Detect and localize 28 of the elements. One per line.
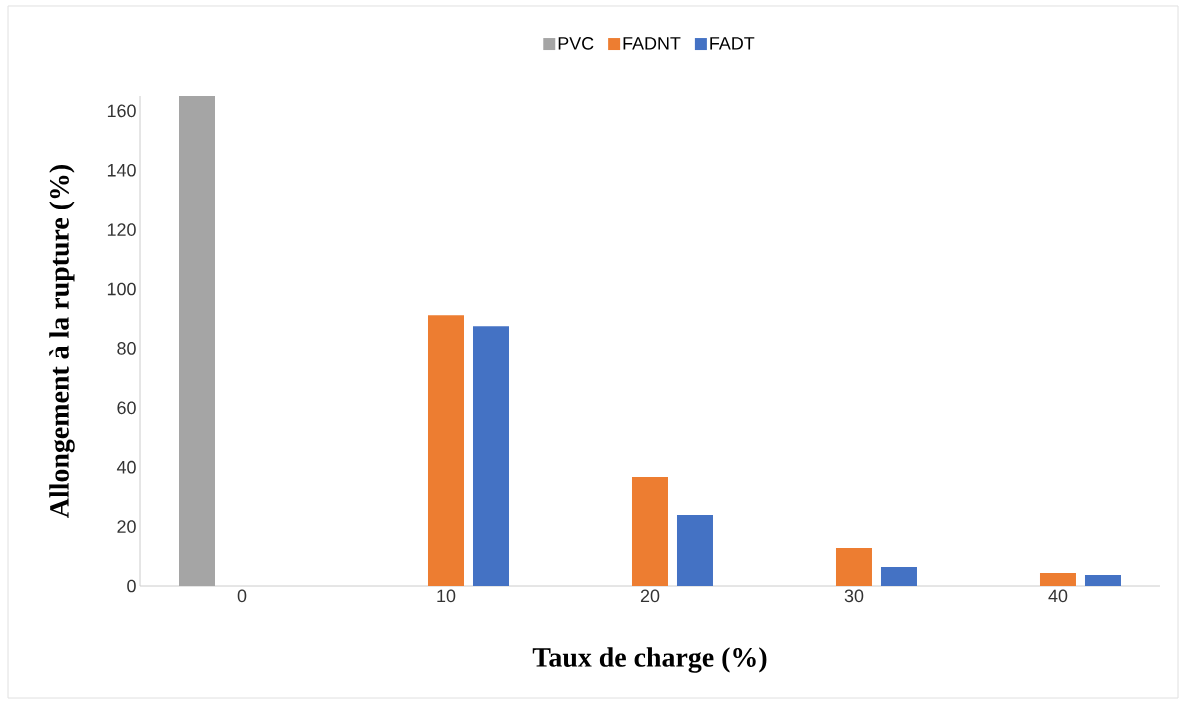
x-tick-label: 10 — [437, 589, 456, 603]
bar — [179, 95, 215, 586]
x-tick-label: 30 — [844, 589, 864, 603]
bar — [473, 326, 509, 586]
y-tick-label: 20 — [117, 520, 136, 533]
bar — [676, 515, 713, 586]
legend-label: FADT — [710, 37, 755, 50]
bar — [880, 566, 917, 586]
x-axis-title: Taux de charge (%) — [532, 647, 767, 673]
x-tick-label: 40 — [1048, 589, 1068, 603]
y-tick-label: 120 — [107, 223, 136, 236]
y-axis-title: Allongement à la rupture (%) — [49, 165, 75, 518]
y-tick-label: 0 — [127, 579, 136, 593]
y-tick-label: 160 — [107, 104, 136, 118]
bar — [631, 477, 668, 586]
legend-label: PVC — [558, 37, 594, 50]
y-tick-label: 60 — [117, 401, 136, 415]
bar — [1084, 575, 1121, 586]
bar — [1039, 572, 1076, 586]
y-tick-label: 100 — [107, 282, 136, 296]
y-tick-label: 140 — [107, 163, 136, 177]
bar — [835, 547, 872, 586]
bar — [427, 315, 464, 586]
x-tick-label: 0 — [237, 589, 247, 603]
y-tick-label: 40 — [116, 460, 136, 474]
x-tick-label: 20 — [640, 589, 660, 603]
legend-label: FADNT — [623, 37, 681, 50]
y-tick-label: 80 — [117, 342, 136, 355]
